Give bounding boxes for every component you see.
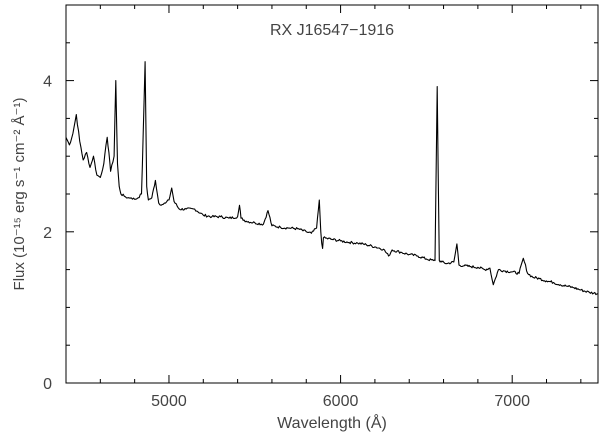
chart-title: RX J16547−1916 (270, 22, 394, 39)
y-axis-label: Flux (10⁻¹⁵ erg s⁻¹ cm⁻² Å⁻¹) (11, 98, 28, 291)
y-tick-label: 4 (43, 74, 52, 91)
x-axis: 5000 6000 7000 (65, 5, 582, 410)
y-tick-label: 0 (43, 376, 52, 393)
plot-frame (65, 4, 599, 384)
y-axis: 0 2 4 (43, 4, 598, 393)
x-axis-label: Wavelength (Å) (277, 413, 387, 432)
x-tick-label: 7000 (494, 393, 530, 410)
spectrum-line (65, 61, 599, 296)
y-tick-label: 2 (43, 225, 52, 242)
x-tick-label: 6000 (323, 393, 359, 410)
x-tick-label: 5000 (151, 393, 187, 410)
